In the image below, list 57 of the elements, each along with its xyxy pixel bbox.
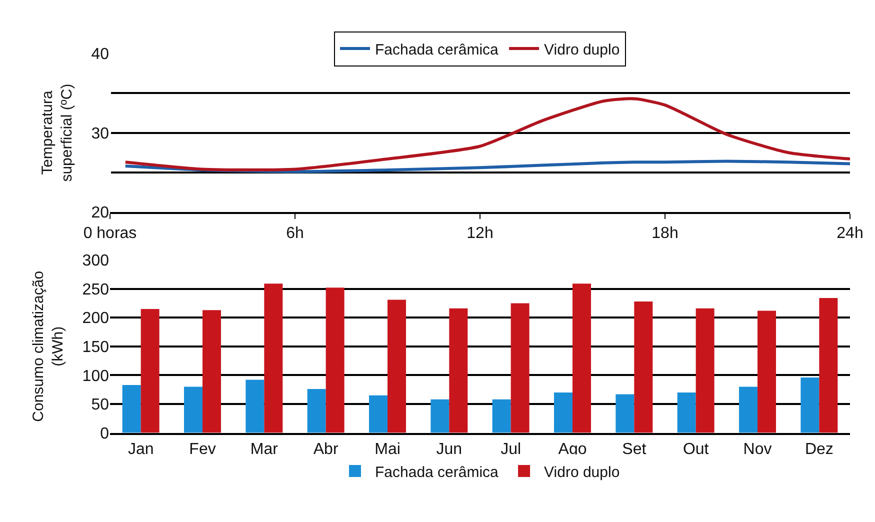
- bar: [184, 386, 202, 433]
- x-tick-label: 24h: [836, 224, 864, 242]
- y-tick-label: 250: [82, 281, 110, 298]
- x-tick-label: 12h: [466, 224, 494, 242]
- x-tick-label: Jan: [128, 440, 154, 458]
- y-tick-label: 0: [100, 425, 110, 442]
- bar: [326, 288, 344, 433]
- bar: [677, 392, 696, 433]
- x-tick-label: Jun: [436, 440, 462, 458]
- legend-label: Vidro duplo: [544, 464, 620, 481]
- bar: [758, 310, 776, 433]
- line-series: [124, 97, 850, 172]
- y-tick-label: 20: [91, 204, 110, 222]
- y-axis-title: Temperatura superficial (ºC): [38, 84, 76, 182]
- x-tick-label: Out: [682, 440, 710, 458]
- bar: [140, 308, 160, 433]
- bar: [449, 308, 468, 433]
- y-tick-label: 200: [82, 310, 110, 328]
- bar: [122, 384, 141, 433]
- bar: [616, 394, 634, 433]
- y-tick-label: 50: [91, 396, 110, 414]
- y-tick-label: 150: [82, 339, 110, 356]
- x-tick-label: 18h: [652, 224, 678, 242]
- x-tick-label: Mai: [374, 440, 400, 458]
- bar: [202, 310, 221, 433]
- y-tick-label: 40: [91, 46, 110, 64]
- x-tick-label: 0 horas: [83, 224, 137, 242]
- bar: [554, 392, 572, 433]
- y-tick-label: 300: [82, 252, 110, 270]
- y-tick-label: 30: [91, 125, 110, 142]
- bar: [492, 399, 511, 433]
- bar: [800, 378, 820, 433]
- legend-label: Vidro duplo: [544, 41, 620, 58]
- legend-label: Fachada cerâmica: [375, 464, 500, 481]
- bar: [430, 399, 450, 433]
- bar: [388, 300, 406, 433]
- x-tick-label: Fev: [189, 440, 216, 458]
- bar: [634, 301, 653, 433]
- bar: [246, 380, 264, 433]
- x-tick-label: Dez: [804, 440, 834, 458]
- legend-label: Fachada cerâmica: [375, 41, 500, 58]
- y-tick-label: 100: [82, 368, 110, 385]
- x-tick-label: Mar: [250, 440, 279, 458]
- bar: [819, 298, 838, 433]
- bar: [264, 284, 283, 433]
- x-tick-label: Set: [622, 440, 647, 458]
- bar: [307, 389, 326, 433]
- x-tick-label: Jul: [500, 440, 522, 458]
- x-tick-label: 6h: [286, 224, 304, 242]
- x-tick-label: Abr: [313, 440, 339, 458]
- bar: [696, 308, 714, 433]
- x-tick-label: Nov: [743, 440, 772, 458]
- bar: [572, 284, 591, 433]
- bar: [369, 395, 388, 433]
- bar: [739, 386, 758, 433]
- bar: [510, 303, 530, 433]
- y-axis-title: Consumo climatização (kWh): [30, 270, 67, 422]
